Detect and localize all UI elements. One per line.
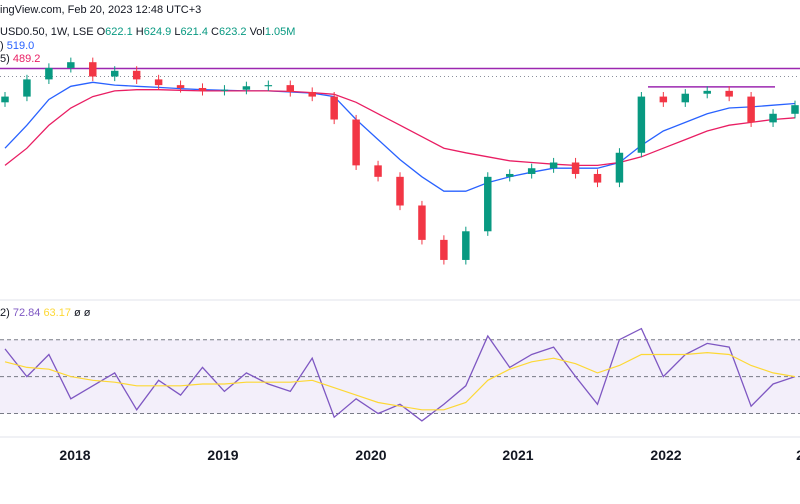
candle-body xyxy=(286,85,295,92)
candle-body xyxy=(308,92,316,97)
candle-body xyxy=(769,113,777,123)
open-value: 622.1 xyxy=(105,26,133,38)
rsi-value: 72.84 xyxy=(12,307,41,319)
candle-body xyxy=(23,79,31,97)
ma-slow-line xyxy=(4,89,796,167)
candle-body xyxy=(198,87,207,91)
candle-body xyxy=(615,152,624,183)
x-tick-label: 2020 xyxy=(355,447,387,463)
rsi-ma-line xyxy=(4,351,796,411)
candle-body xyxy=(571,162,580,174)
candle-body xyxy=(264,85,273,87)
candle-body xyxy=(725,90,733,97)
open-label: O xyxy=(96,26,106,38)
candle-body xyxy=(67,62,75,68)
rsi-line xyxy=(4,327,796,422)
vol-label: Vol xyxy=(249,26,265,38)
x-tick-label: 2019 xyxy=(207,447,239,463)
low-value: 621.4 xyxy=(180,26,208,38)
x-tick-label: 2022 xyxy=(650,447,682,463)
chart-header: ingView.com, Feb 20, 2023 12:48 UTC+3 xyxy=(0,4,201,16)
candle-body xyxy=(659,96,668,103)
ma-fast-legend: ) 519.0 xyxy=(0,40,34,52)
candle-body xyxy=(484,176,492,232)
high-value: 624.9 xyxy=(143,26,172,38)
candle-body xyxy=(593,173,602,183)
rsi-extra: ø ø xyxy=(74,307,91,319)
close-label: C xyxy=(211,26,219,38)
candle-body xyxy=(418,205,426,240)
x-tick-label: 2018 xyxy=(59,447,91,463)
candle-body xyxy=(747,96,755,123)
vol-value: 1.05M xyxy=(264,26,296,38)
close-value: 623.2 xyxy=(218,26,247,38)
ma-fast-line xyxy=(4,81,796,192)
candle-body xyxy=(505,173,514,177)
rsi-ma-value: 63.17 xyxy=(43,307,71,319)
candle-body xyxy=(791,105,799,114)
ma-slow-prefix: 5) xyxy=(0,53,10,65)
ma-fast-prefix: ) xyxy=(0,40,4,52)
candle-body xyxy=(374,165,382,177)
ohlc-legend: USD0.50, 1W, LSE O622.1 H624.9 L621.4 C6… xyxy=(0,26,295,38)
candle-body xyxy=(45,67,53,80)
ma-fast-value: 519.0 xyxy=(6,40,35,52)
candle-body xyxy=(330,96,338,120)
candle-body xyxy=(440,239,448,260)
candle-body xyxy=(154,79,163,86)
rsi-legend: 2) 72.84 63.17 ø ø xyxy=(0,307,91,319)
candle-body xyxy=(242,86,251,90)
candle-body xyxy=(220,89,229,91)
candle-body xyxy=(462,231,470,260)
candle-body xyxy=(681,93,690,103)
candle-body xyxy=(549,162,558,169)
candle-body xyxy=(703,90,711,94)
candle-body xyxy=(1,96,9,103)
x-tick-label: 2021 xyxy=(502,447,534,463)
candle-body xyxy=(89,62,97,77)
source-label: ingView.com, Feb 20, 2023 12:48 UTC+3 xyxy=(0,4,202,16)
candle-body xyxy=(527,168,536,174)
high-label: H xyxy=(135,26,144,38)
rsi-pane xyxy=(0,327,800,422)
price-pane xyxy=(0,57,800,265)
candle-body xyxy=(637,96,646,153)
symbol-label: USD0.50, 1W, LSE xyxy=(0,26,94,38)
low-label: L xyxy=(174,26,181,38)
candle-body xyxy=(396,176,404,206)
candle-body xyxy=(110,70,119,77)
ma-slow-value: 489.2 xyxy=(12,53,41,65)
rsi-prefix: 2) xyxy=(0,307,10,319)
ma-slow-legend: 5) 489.2 xyxy=(0,53,40,65)
candle-body xyxy=(352,119,360,166)
x-tick-label: 2 xyxy=(796,447,800,463)
candle-body xyxy=(176,85,185,88)
candle-body xyxy=(132,70,141,80)
